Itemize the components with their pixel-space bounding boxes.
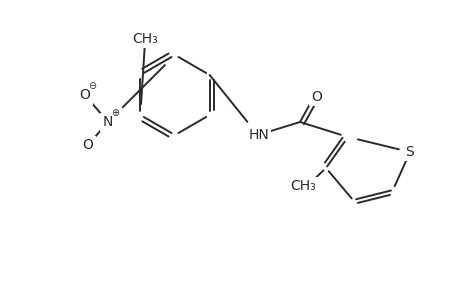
- Text: HN: HN: [248, 128, 269, 142]
- Text: ⊖: ⊖: [88, 81, 96, 91]
- Text: ⊕: ⊕: [111, 108, 119, 118]
- Text: CH₃: CH₃: [132, 32, 157, 46]
- Text: O: O: [311, 90, 322, 104]
- Text: S: S: [405, 145, 414, 159]
- Text: CH₃: CH₃: [290, 179, 315, 193]
- Text: N: N: [103, 115, 113, 129]
- Text: O: O: [79, 88, 90, 102]
- Text: O: O: [82, 138, 93, 152]
